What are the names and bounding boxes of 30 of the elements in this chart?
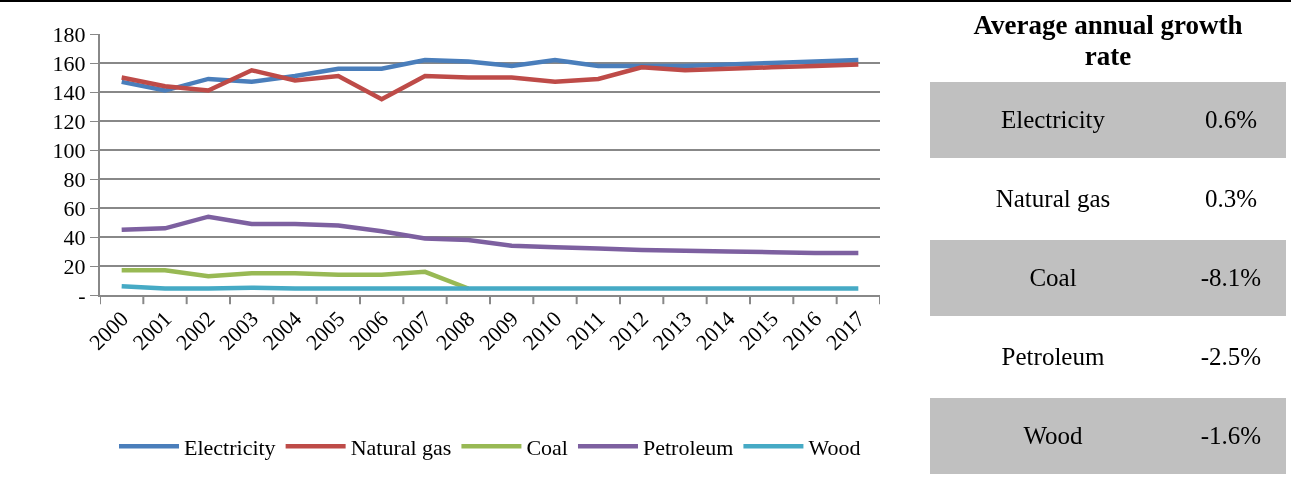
category-label: Electricity bbox=[999, 106, 1107, 134]
y-tick-label: 60 bbox=[63, 195, 86, 221]
legend-label: Wood bbox=[808, 434, 861, 460]
y-tick-label: 80 bbox=[63, 166, 86, 192]
y-tick-label: 180 bbox=[52, 21, 86, 47]
y-tick-label: - bbox=[78, 282, 86, 308]
line-series bbox=[119, 62, 861, 102]
y-tick-label: 20 bbox=[63, 253, 86, 279]
category-label: Natural gas bbox=[994, 185, 1112, 213]
category-label: Coal bbox=[1028, 264, 1078, 292]
line-series bbox=[119, 57, 861, 93]
text: -1.6% bbox=[1199, 422, 1263, 450]
line-series bbox=[119, 214, 861, 256]
text: 0.6% bbox=[1203, 106, 1259, 134]
text: 0.3% bbox=[1203, 185, 1259, 213]
y-tick-label: 160 bbox=[52, 50, 86, 76]
y-tick-label: 40 bbox=[63, 224, 86, 250]
y-tick-label: 120 bbox=[52, 108, 86, 134]
y-tick-label: 100 bbox=[52, 137, 86, 163]
category-label: Wood bbox=[1022, 422, 1084, 450]
legend-label: Electricity bbox=[184, 434, 276, 460]
text: -2.5% bbox=[1199, 343, 1263, 371]
text: -8.1% bbox=[1199, 264, 1263, 292]
legend-label: Natural gas bbox=[350, 434, 452, 460]
text: Average annual growth rate bbox=[972, 9, 1244, 73]
y-tick-label: 140 bbox=[52, 79, 86, 105]
legend-label: Petroleum bbox=[642, 434, 734, 460]
category-label: Petroleum bbox=[1000, 343, 1106, 371]
legend-label: Coal bbox=[526, 434, 568, 460]
x-tick-label: 2011 bbox=[561, 306, 610, 355]
